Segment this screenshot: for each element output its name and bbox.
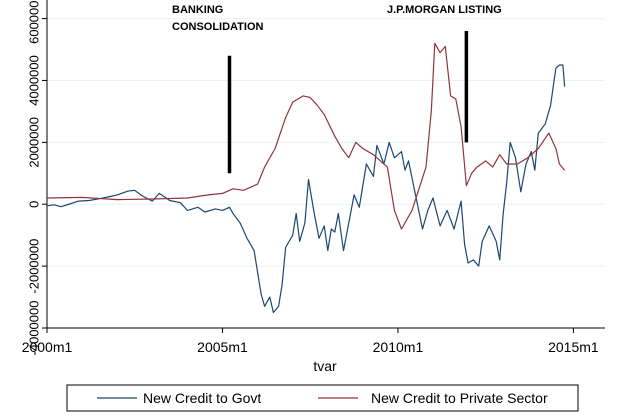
- annotations: BANKING CONSOLIDATION J.P.MORGAN LISTING: [172, 4, 502, 174]
- x-tick-label: 2010m1: [373, 339, 424, 355]
- series-lines: [46, 42, 566, 314]
- x-tick-label: 2005m1: [197, 339, 248, 355]
- y-tick-label: 2000000: [27, 117, 42, 168]
- y-tick-label: -2000000: [27, 239, 42, 294]
- annotation-label: J.P.MORGAN LISTING: [387, 4, 502, 16]
- y-tick-label: 4000000: [27, 55, 42, 106]
- x-tick-label: 2015m1: [548, 339, 599, 355]
- axes: [46, 0, 605, 329]
- x-tick-label: 2000m1: [22, 339, 73, 355]
- legend: New Credit to Govt New Credit to Private …: [66, 384, 579, 412]
- legend-label: New Credit to Private Sector: [371, 390, 548, 406]
- y-tick-label: 0: [27, 201, 42, 208]
- annotation-label: BANKING: [172, 4, 223, 16]
- y-tick-label: 6000000: [27, 0, 42, 44]
- series-line-new-credit-to-private-sector: [46, 42, 566, 230]
- x-axis-title: tvar: [313, 358, 337, 374]
- x-axis-ticks: 2000m1 2005m1 2010m1 2015m1: [22, 328, 599, 355]
- legend-label: New Credit to Govt: [143, 390, 261, 406]
- annotation-label: CONSOLIDATION: [172, 21, 264, 33]
- series-line-new-credit-to-govt: [46, 64, 566, 314]
- y-axis-ticks: -4000000 -2000000 0 2000000 4000000 6000000: [27, 0, 47, 355]
- y-tick-label: -4000000: [27, 301, 42, 356]
